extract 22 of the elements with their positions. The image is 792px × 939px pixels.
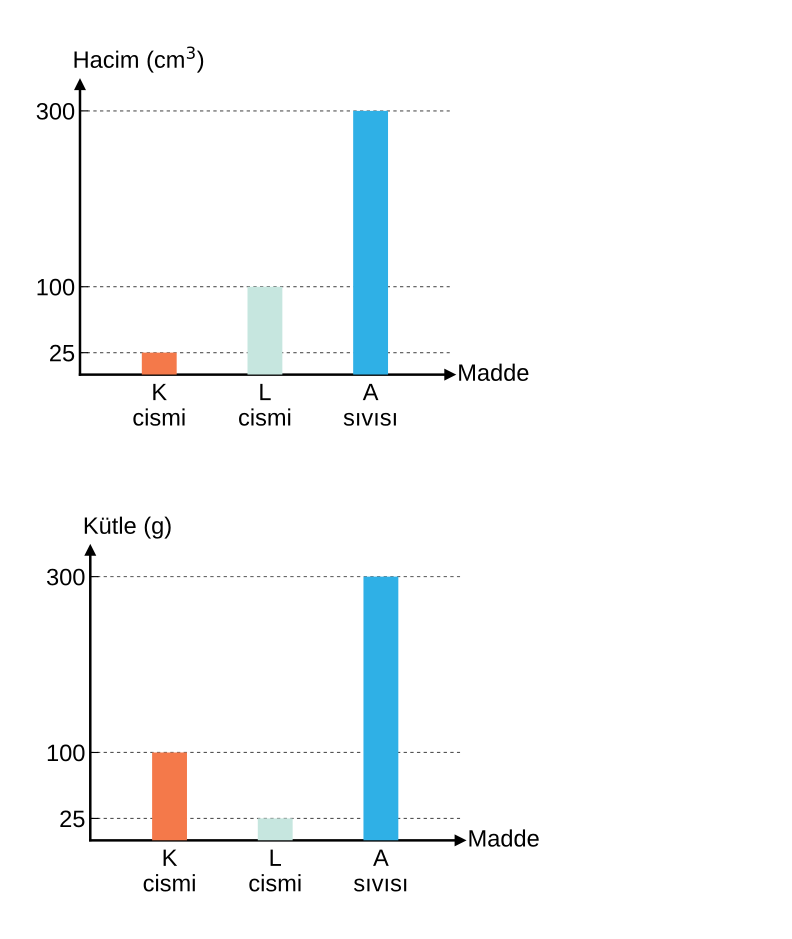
x-tick-label: A sıvısı <box>344 384 396 426</box>
y-axis-title: Kütle (g) <box>84 516 171 539</box>
x-tick-label: K cismi <box>144 850 195 892</box>
bar <box>142 352 177 375</box>
x-tick-label: K cismi <box>133 384 185 426</box>
bar <box>363 576 398 840</box>
x-axis-title: Madde <box>459 364 528 381</box>
x-tick-label: L cismi <box>239 384 290 426</box>
bar <box>353 110 388 375</box>
y-tick-label: 300 <box>46 568 85 586</box>
x-tick-label: A sıvısı <box>354 850 406 892</box>
bar <box>258 818 293 840</box>
bar <box>152 752 187 840</box>
y-tick-label: 25 <box>50 344 74 362</box>
x-tick-label: L cismi <box>249 850 301 892</box>
y-tick-label: 100 <box>38 278 74 296</box>
y-tick-label: 25 <box>60 810 84 828</box>
x-axis-title: Madde <box>469 829 539 847</box>
y-axis-title: Hacim (cm$^{3}$) <box>74 46 204 73</box>
bar <box>247 286 282 375</box>
y-tick-label: 100 <box>48 744 85 762</box>
y-tick-label: 300 <box>36 102 74 120</box>
